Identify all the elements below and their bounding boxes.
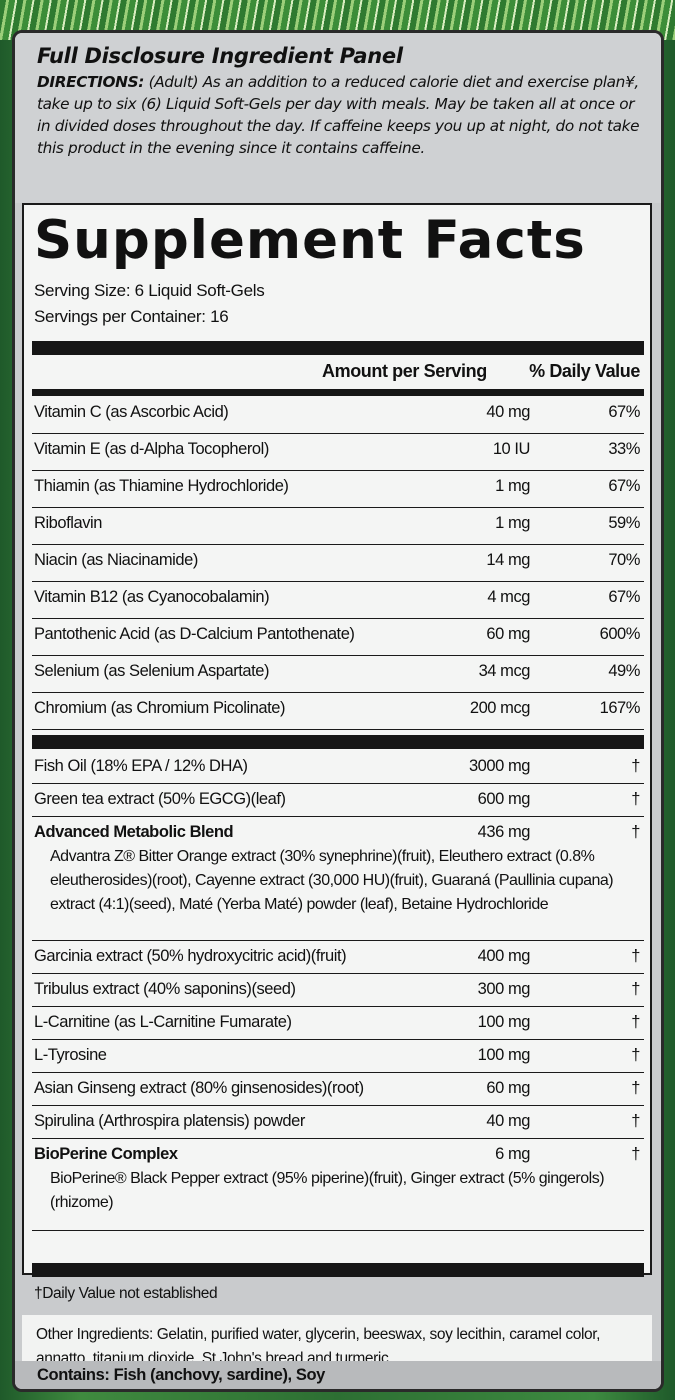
daily-value: 167% (599, 699, 641, 717)
table-row: Asian Ginseng extract (80% ginsenosides)… (32, 1073, 644, 1106)
daily-value: † (631, 947, 640, 965)
table-row: Thiamin (as Thiamine Hydrochloride) 1 mg 6… (32, 471, 644, 508)
table-row: Spirulina (Arthrospira platensis) powder… (32, 1106, 644, 1139)
table-row: Tribulus extract (40% saponins)(seed) 300… (32, 974, 644, 1007)
ingredient-amount: 100 mg (477, 1013, 531, 1031)
ingredient-amount: 1 mg (495, 477, 530, 495)
ingredient-name: Green tea extract (50% EGCG)(leaf) (34, 790, 286, 808)
serving-size: Serving Size: 6 Liquid Soft-Gels (34, 281, 265, 300)
table-row: Vitamin C (as Ascorbic Acid) 40 mg 67% (32, 397, 644, 434)
supplement-facts-title: Supplement Facts (34, 210, 586, 271)
ingredient-amount: 40 mg (486, 1112, 530, 1130)
daily-value: † (631, 790, 640, 808)
daily-value: 600% (599, 625, 641, 643)
bottom-divider (32, 1263, 644, 1277)
ingredient-name: Advanced Metabolic Blend (34, 823, 234, 841)
ingredient-name: Tribulus extract (40% saponins)(seed) (34, 980, 296, 998)
ingredient-name: Riboflavin (34, 514, 102, 532)
ingredient-amount: 436 mg (477, 823, 531, 841)
ingredient-amount: 1 mg (495, 514, 530, 532)
table-row: Vitamin B12 (as Cyanocobalamin) 4 mcg 67% (32, 582, 644, 619)
table-row: L-Carnitine (as L-Carnitine Fumarate) 100… (32, 1007, 644, 1040)
ingredient-name: Vitamin B12 (as Cyanocobalamin) (34, 588, 270, 606)
thick-divider (32, 341, 644, 355)
ingredient-name: L-Tyrosine (34, 1046, 107, 1064)
daily-value: † (631, 1013, 640, 1031)
ingredient-description: Advantra Z® Bitter Orange extract (30% s… (50, 848, 614, 913)
ingredient-amount: 34 mcg (478, 662, 531, 680)
table-row: Garcinia extract (50% hydroxycitric acid… (32, 941, 644, 974)
daily-value: † (631, 980, 640, 998)
daily-value: 70% (608, 551, 640, 569)
directions-label: DIRECTIONS: (37, 73, 145, 91)
ingredient-amount: 40 mg (486, 403, 530, 421)
daily-value: 67% (608, 403, 640, 421)
ingredient-amount: 200 mcg (469, 699, 531, 717)
ingredient-name: Fish Oil (18% EPA / 12% DHA) (34, 757, 248, 775)
ingredient-amount: 4 mcg (487, 588, 530, 606)
ingredient-description: BioPerine® Black Pepper extract (95% pip… (50, 1170, 605, 1211)
ingredient-amount: 300 mg (477, 980, 531, 998)
ingredient-panel: Full Disclosure Ingredient Panel DIRECTI… (12, 30, 664, 1392)
ingredient-amount: 3000 mg (468, 757, 531, 775)
ingredient-amount: 6 mg (495, 1145, 530, 1163)
ingredient-name: L-Carnitine (as L-Carnitine Fumarate) (34, 1013, 292, 1031)
ingredient-amount: 60 mg (486, 1079, 530, 1097)
table-row: Pantothenic Acid (as D-Calcium Pantothen… (32, 619, 644, 656)
allergen-contains: Contains: Fish (anchovy, sardine), Soy (15, 1361, 661, 1389)
ingredient-name: Vitamin C (as Ascorbic Acid) (34, 403, 229, 421)
ingredient-name: Thiamin (as Thiamine Hydrochloride) (34, 477, 289, 495)
daily-value: † (631, 757, 640, 775)
daily-value: † (631, 1046, 640, 1064)
servings-per-container: Servings per Container: 16 (34, 307, 229, 326)
ingredient-name: Garcinia extract (50% hydroxycitric acid… (34, 947, 347, 965)
ingredient-name: Chromium (as Chromium Picolinate) (34, 699, 286, 717)
ingredient-amount: 400 mg (477, 947, 531, 965)
ingredient-amount: 14 mg (486, 551, 530, 569)
ingredient-name: Niacin (as Niacinamide) (34, 551, 198, 569)
table-row: Selenium (as Selenium Aspartate) 34 mcg 49… (32, 656, 644, 693)
ingredient-name: Vitamin E (as d-Alpha Tocopherol) (34, 440, 269, 458)
header-daily-value: % Daily Value (529, 361, 640, 381)
daily-value: 59% (608, 514, 640, 532)
daily-value: 67% (608, 588, 640, 606)
daily-value: † (631, 1079, 640, 1097)
footnote: †Daily Value not established (34, 1285, 218, 1302)
ingredient-name: Pantothenic Acid (as D-Calcium Pantothen… (34, 625, 355, 643)
panel-title: Full Disclosure Ingredient Panel (37, 44, 403, 68)
table-row: Vitamin E (as d-Alpha Tocopherol) 10 IU 33… (32, 434, 644, 471)
ingredient-name: Asian Ginseng extract (80% ginsenosides)… (34, 1079, 364, 1097)
mid-divider (32, 735, 644, 749)
table-row: Fish Oil (18% EPA / 12% DHA) 3000 mg † (32, 751, 644, 784)
table-row: L-Tyrosine 100 mg † (32, 1040, 644, 1073)
ingredient-amount: 60 mg (486, 625, 530, 643)
ingredient-amount: 100 mg (477, 1046, 531, 1064)
ingredient-amount: 600 mg (477, 790, 531, 808)
table-row: BioPerine Complex 6 mg † BioPerine® Black P… (32, 1139, 644, 1231)
daily-value: 33% (608, 440, 640, 458)
ingredient-amount: 10 IU (492, 440, 531, 458)
header-divider (32, 389, 644, 396)
daily-value: † (631, 823, 640, 841)
directions-text: DIRECTIONS: (Adult) As an addition to a … (37, 71, 647, 159)
table-row: Green tea extract (50% EGCG)(leaf) 600 mg… (32, 784, 644, 817)
table-row: Chromium (as Chromium Picolinate) 200 mcg… (32, 693, 644, 730)
daily-value: 67% (608, 477, 640, 495)
ingredient-name: Selenium (as Selenium Aspartate) (34, 662, 270, 680)
daily-value: 49% (608, 662, 640, 680)
ingredient-name: BioPerine Complex (34, 1145, 178, 1163)
table-row: Niacin (as Niacinamide) 14 mg 70% (32, 545, 644, 582)
daily-value: † (631, 1112, 640, 1130)
table-row: Riboflavin 1 mg 59% (32, 508, 644, 545)
supplement-facts-box: Supplement Facts Serving Size: 6 Liquid … (22, 203, 652, 1302)
table-row: Advanced Metabolic Blend 436 mg † Advantra … (32, 817, 644, 941)
header-amount: Amount per Serving (322, 361, 487, 381)
directions-body: (Adult) As an addition to a reduced calo… (37, 73, 640, 157)
directions-section: Full Disclosure Ingredient Panel DIRECTI… (15, 33, 661, 203)
daily-value: † (631, 1145, 640, 1163)
ingredient-name: Spirulina (Arthrospira platensis) powder (34, 1112, 305, 1130)
